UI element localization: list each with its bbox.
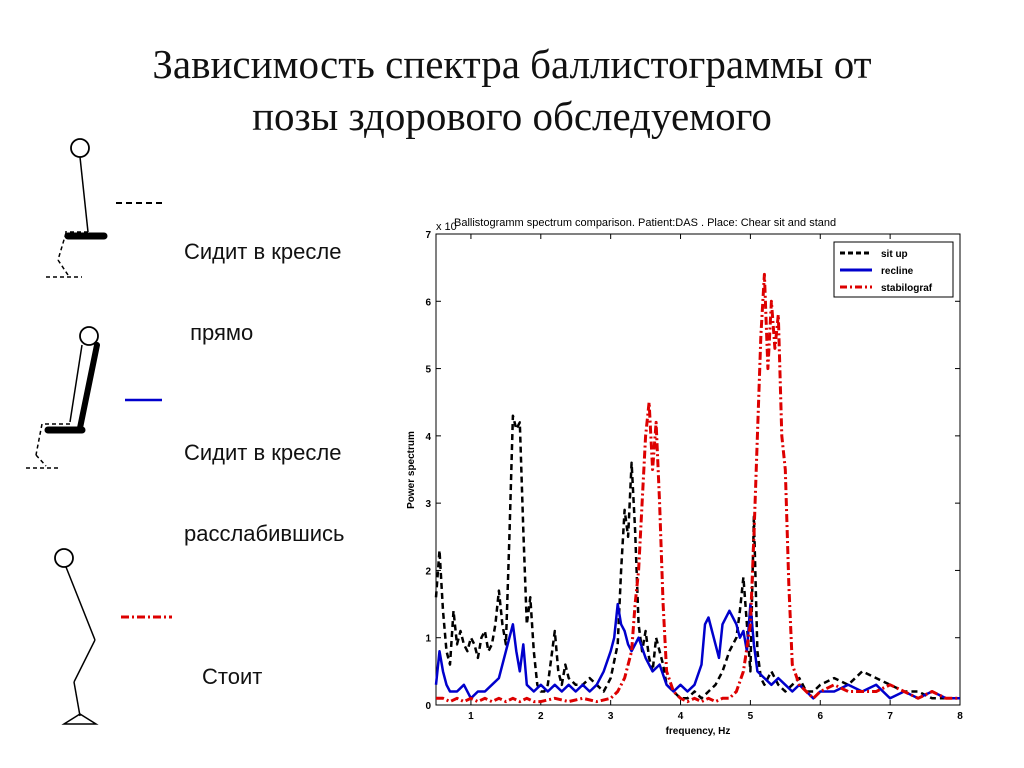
- series-layer: [434, 272, 960, 704]
- pose-label-sitting-upright: Сидит в кресле прямо: [184, 184, 341, 373]
- x-tick-label: 2: [538, 711, 544, 722]
- pose-reclining-icon: [26, 326, 100, 469]
- series-line-recline: [434, 602, 960, 700]
- series-line-sit-up: [434, 414, 960, 700]
- chart-title: Ballistogramm spectrum comparison. Patie…: [454, 217, 836, 229]
- pose-label-standing: Стоит: [202, 609, 262, 717]
- axis-ticks: 1 2 3 4 5 6 7 8 0 1 2 3 4 5 6 7: [425, 230, 963, 722]
- chart-legend-label-stabilograf: stabilograf: [881, 283, 933, 294]
- y-tick-label: 0: [425, 701, 431, 712]
- spectrum-chart: Ballistogramm spectrum comparison. Patie…: [406, 217, 963, 737]
- x-tick-label: 4: [678, 711, 684, 722]
- y-exponent-label: x 10: [436, 221, 457, 233]
- plot-area: [435, 233, 961, 706]
- x-tick-label: 7: [887, 711, 893, 722]
- chart-legend: sit up recline stabilograf: [833, 241, 954, 298]
- x-tick-label: 8: [957, 711, 963, 722]
- pose-label-sitting-upright-line-1: Сидит в кресле: [184, 239, 342, 264]
- y-tick-label: 6: [425, 297, 431, 308]
- y-tick-label: 2: [425, 566, 431, 577]
- pose-label-reclining: Сидит в кресле расслабившись: [184, 385, 345, 574]
- pose-label-sitting-upright-line-2: прямо: [184, 320, 254, 345]
- pose-standing-icon: [54, 548, 99, 725]
- y-tick-label: 3: [425, 499, 431, 510]
- pose-label-reclining-line-2: расслабившись: [184, 521, 345, 546]
- x-axis-label: frequency, Hz: [666, 726, 731, 737]
- slide-title-line-1: Зависимость спектра баллистограммы от: [152, 41, 872, 87]
- pose-label-standing-line-1: Стоит: [202, 664, 263, 689]
- x-tick-label: 3: [608, 711, 614, 722]
- slide-title-line-2: позы здорового обследуемого: [252, 93, 772, 139]
- y-tick-label: 4: [425, 432, 431, 443]
- x-tick-label: 1: [468, 711, 474, 722]
- y-tick-label: 5: [425, 365, 431, 376]
- chart-legend-label-recline: recline: [881, 266, 914, 277]
- x-tick-label: 5: [748, 711, 754, 722]
- series-line-stabilograf: [436, 272, 960, 704]
- slide-title: Зависимость спектра баллистограммы от по…: [0, 38, 1024, 142]
- pose-label-reclining-line-1: Сидит в кресле: [184, 440, 342, 465]
- chart-legend-label-sit-up: sit up: [881, 249, 908, 260]
- y-tick-label: 1: [425, 634, 431, 645]
- y-tick-label: 7: [425, 230, 431, 241]
- y-axis-label: Power spectrum: [406, 431, 417, 509]
- pose-sitting-upright-icon: [46, 138, 108, 278]
- x-tick-label: 6: [817, 711, 823, 722]
